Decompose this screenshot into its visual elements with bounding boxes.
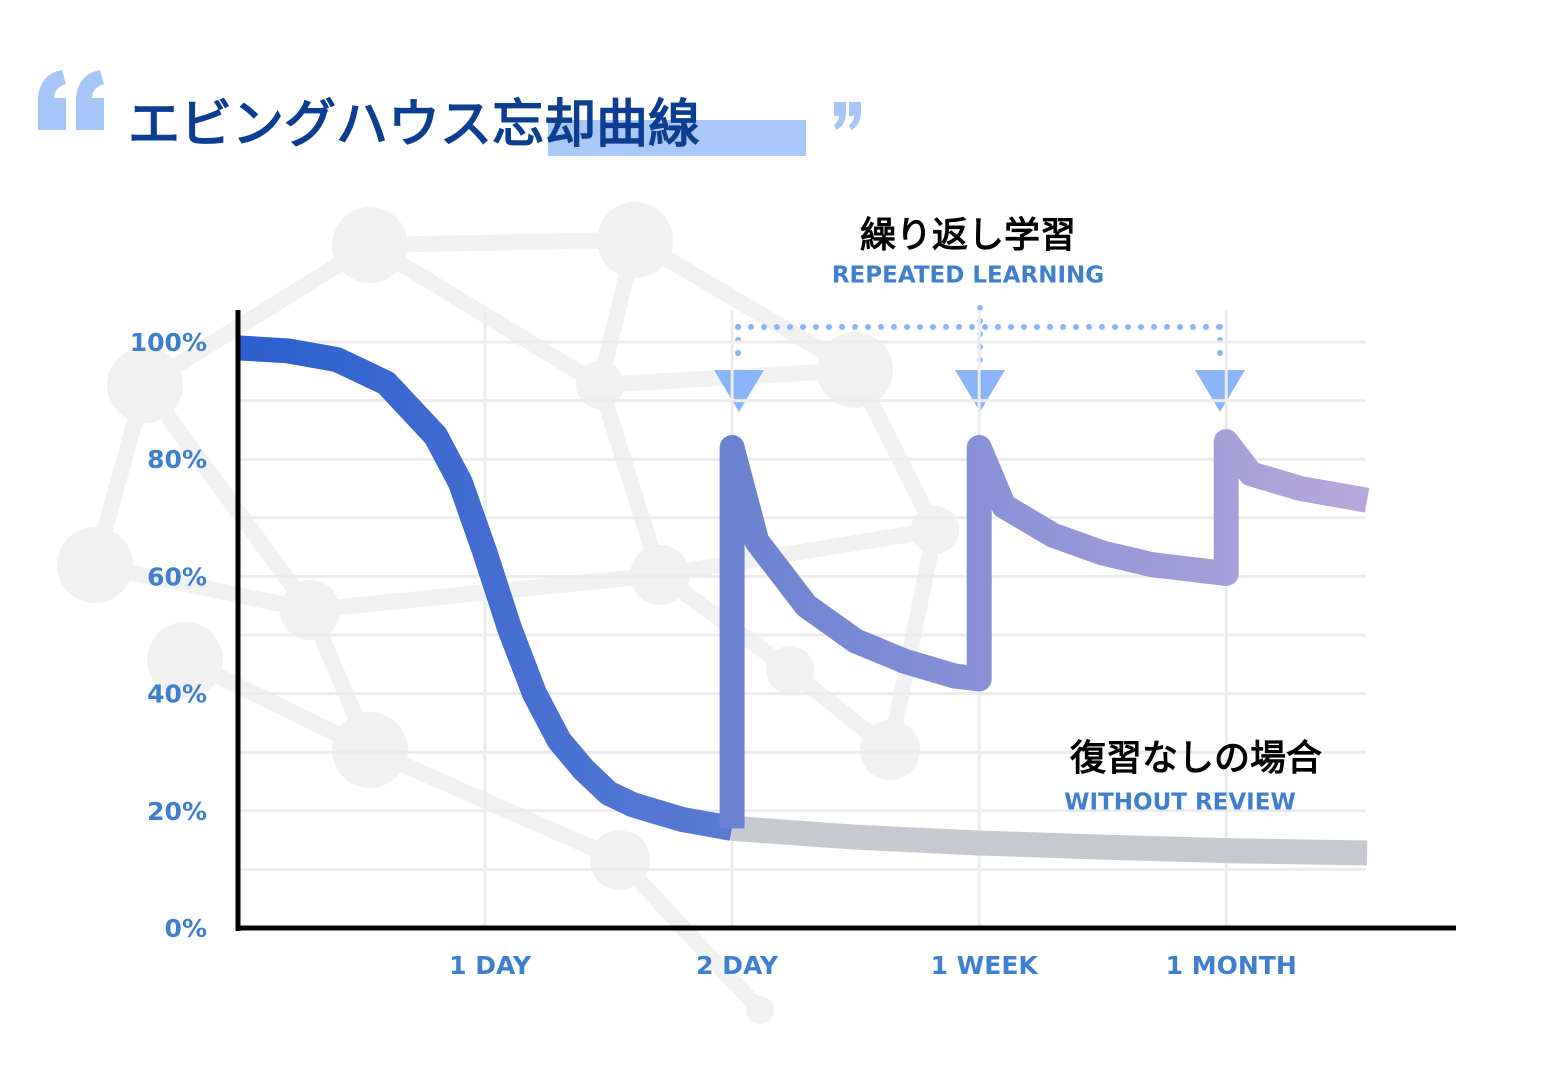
y-tick-label: 0%	[165, 914, 207, 943]
y-tick-label: 40%	[147, 680, 207, 709]
y-tick-label: 20%	[147, 797, 207, 826]
chart-title: エビングハウス忘却曲線	[128, 95, 700, 155]
series-line	[237, 335, 735, 841]
y-tick-label: 100%	[130, 328, 207, 357]
x-tick-label: 2 DAY	[696, 951, 779, 980]
x-tick-label: 1 MONTH	[1166, 951, 1297, 980]
series-label: 繰り返し学習	[860, 214, 1076, 256]
series-sublabel: REPEATED LEARNING	[832, 263, 1104, 289]
y-tick-label: 60%	[147, 562, 207, 591]
series-label: 復習なしの場合	[1069, 738, 1322, 779]
y-tick-label: 80%	[147, 445, 207, 474]
series-line	[731, 815, 1368, 866]
series-sublabel: WITHOUT REVIEW	[1064, 790, 1296, 816]
series-line	[719, 429, 1370, 829]
x-tick-label: 1 WEEK	[931, 951, 1040, 980]
x-tick-label: 1 DAY	[449, 951, 532, 980]
title-decoration	[38, 70, 861, 156]
